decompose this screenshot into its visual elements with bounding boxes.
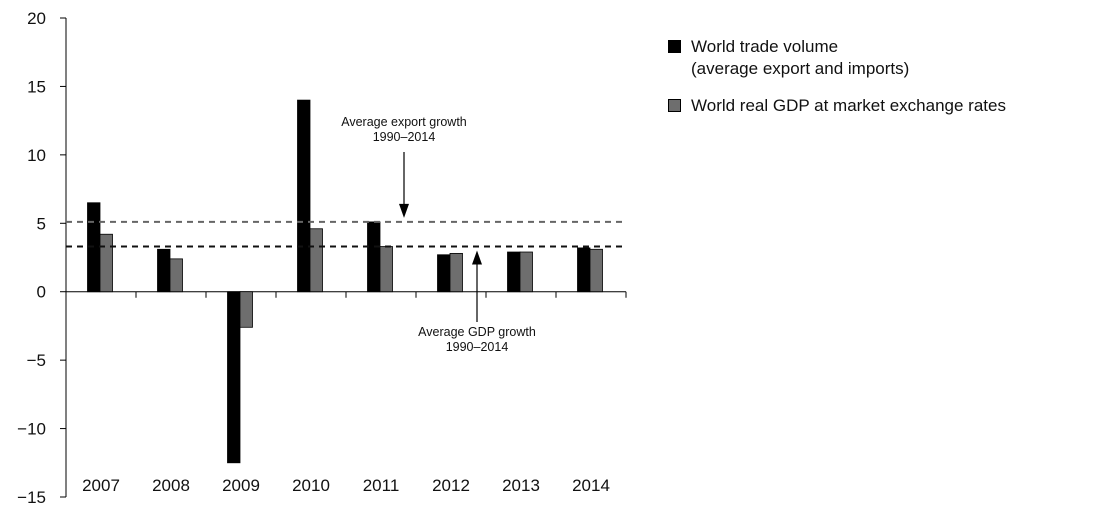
x-tick-label: 2007 <box>82 476 120 495</box>
bar-gdp <box>239 291 253 328</box>
y-tick-label: 15 <box>27 77 46 96</box>
y-tick-label: −15 <box>17 488 46 507</box>
x-tick-label: 2008 <box>152 476 190 495</box>
bar-trade <box>297 99 311 293</box>
annotation-gdp-label: Average GDP growth <box>418 325 536 339</box>
legend-swatch-gdp <box>668 99 681 112</box>
legend-item-gdp: World real GDP at market exchange rates <box>668 95 1006 117</box>
legend-swatch-trade <box>668 40 681 53</box>
legend: World trade volume (average export and i… <box>668 36 1006 132</box>
annotation-gdp-arrowhead <box>472 250 482 265</box>
x-tick-label: 2013 <box>502 476 540 495</box>
bar-gdp <box>379 246 393 293</box>
bar-gdp <box>519 251 533 293</box>
annotation-gdp-label: 1990–2014 <box>446 340 509 354</box>
bar-gdp <box>99 233 113 293</box>
legend-label-gdp: World real GDP at market exchange rates <box>691 96 1006 115</box>
y-tick-label: 0 <box>37 283 46 302</box>
legend-item-trade: World trade volume (average export and i… <box>668 36 1006 80</box>
annotation-export-label: 1990–2014 <box>373 130 436 144</box>
bar-gdp <box>449 252 463 293</box>
bar-trade <box>227 291 241 464</box>
bar-gdp <box>169 258 183 293</box>
x-tick-label: 2012 <box>432 476 470 495</box>
x-tick-label: 2014 <box>572 476 610 495</box>
legend-label-trade-line2: (average export and imports) <box>691 59 910 78</box>
bar-trade <box>507 251 521 293</box>
bar-trade <box>437 254 451 293</box>
x-tick-label: 2010 <box>292 476 330 495</box>
bar-trade <box>577 247 591 293</box>
y-tick-label: 10 <box>27 146 46 165</box>
legend-label-trade-line1: World trade volume <box>691 37 839 56</box>
x-tick-label: 2011 <box>363 476 400 495</box>
bar-gdp <box>309 228 323 293</box>
bar-trade <box>157 248 171 293</box>
annotation-export-label: Average export growth <box>341 115 467 129</box>
bar-gdp <box>589 248 603 293</box>
y-tick-label: −10 <box>17 420 46 439</box>
bar-chart: −15 −10 −5 0 5 10 15 20 2007 2008 2009 2010 2011 2012… <box>17 9 627 507</box>
annotation-export-arrowhead <box>399 203 409 218</box>
bar-trade <box>367 221 381 293</box>
x-tick-label: 2009 <box>222 476 260 495</box>
y-tick-label: 20 <box>27 9 46 28</box>
y-tick-label: 5 <box>37 214 46 233</box>
y-tick-label: −5 <box>27 351 46 370</box>
